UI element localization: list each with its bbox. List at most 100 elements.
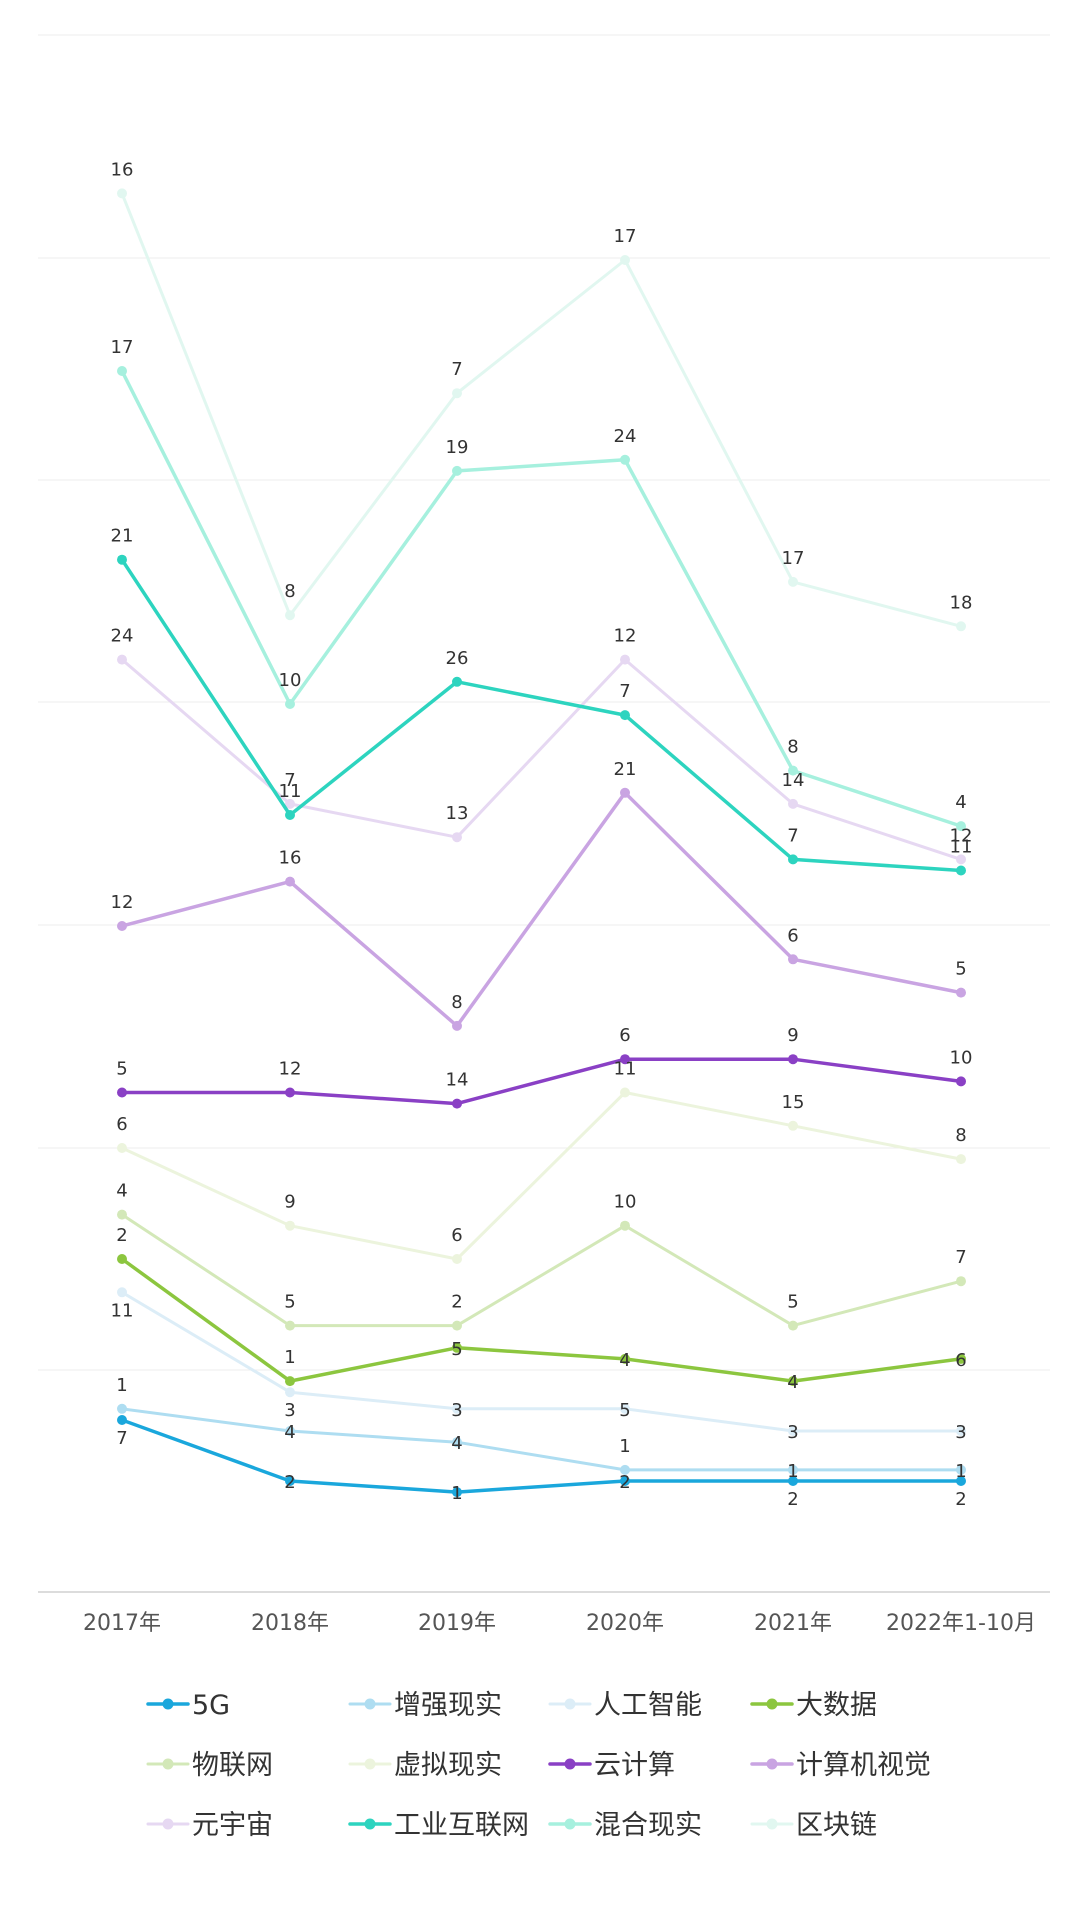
data-label: 19	[446, 437, 469, 458]
data-label: 8	[284, 581, 295, 602]
data-label: 14	[446, 1070, 469, 1091]
data-point	[956, 1476, 966, 1486]
data-label: 7	[116, 1428, 127, 1449]
data-point	[117, 1087, 127, 1098]
legend-label: 增强现实	[394, 1690, 502, 1721]
series-line	[120, 1213, 963, 1328]
data-point	[285, 1476, 295, 1486]
data-label: 17	[782, 548, 805, 569]
legend-marker	[162, 1758, 174, 1770]
series-line	[120, 557, 963, 873]
series-line	[120, 791, 963, 1028]
series-line	[120, 1290, 963, 1433]
data-label: 8	[787, 737, 798, 758]
data-label: 2	[955, 1489, 966, 1510]
data-label: 7	[619, 681, 630, 702]
data-point	[620, 1403, 630, 1414]
data-label: 17	[614, 226, 637, 247]
data-label: 6	[787, 925, 798, 946]
data-point	[452, 1437, 462, 1448]
data-point	[620, 454, 630, 465]
data-label: 6	[116, 1114, 127, 1135]
data-label: 12	[614, 626, 637, 647]
x-tick-label: 2018年	[251, 1611, 329, 1636]
data-label: 6	[619, 1025, 630, 1046]
legend-label: 元宇宙	[192, 1810, 273, 1841]
legend-item[interactable]: 虚拟现实	[348, 1750, 502, 1781]
data-point	[788, 954, 798, 965]
data-label: 5	[116, 1059, 127, 1080]
data-label: 11	[614, 1059, 637, 1080]
data-point	[956, 621, 966, 632]
legend-marker	[564, 1818, 576, 1830]
legend-item[interactable]: 云计算	[548, 1750, 675, 1781]
data-point	[788, 765, 798, 776]
data-label: 4	[619, 1350, 630, 1371]
data-label: 1	[451, 1483, 462, 1504]
legend-item[interactable]: 工业互联网	[348, 1810, 529, 1841]
data-point	[117, 1403, 127, 1414]
legend-item[interactable]: 混合现实	[548, 1810, 702, 1841]
data-point	[788, 1476, 798, 1486]
data-point	[452, 1254, 462, 1264]
gridlines	[38, 34, 1050, 1371]
data-label: 11	[111, 1300, 134, 1321]
data-label: 10	[950, 1047, 973, 1068]
data-label: 4	[955, 792, 966, 813]
legend-item[interactable]: 物联网	[146, 1750, 273, 1781]
data-point	[620, 654, 630, 665]
data-label: 11	[279, 781, 302, 802]
data-label: 15	[782, 1092, 805, 1113]
data-label: 5	[451, 1339, 462, 1360]
data-label: 5	[787, 1292, 798, 1313]
legend-marker	[162, 1698, 174, 1710]
data-point	[285, 699, 295, 709]
data-point	[788, 1426, 798, 1436]
legend-item[interactable]: 5G	[146, 1690, 230, 1721]
legend-label: 区块链	[796, 1810, 877, 1841]
legend-item[interactable]: 人工智能	[548, 1690, 702, 1721]
legend-item[interactable]: 计算机视觉	[750, 1750, 931, 1781]
legend-label: 人工智能	[594, 1690, 702, 1721]
legend-marker	[564, 1758, 576, 1770]
x-axis: 2017年 2018年 2019年 2020年 2021年 2022年1-10月	[38, 1591, 1050, 1636]
x-tick-label: 2017年	[83, 1611, 161, 1636]
data-label: 7	[284, 770, 295, 791]
data-point	[285, 876, 295, 887]
data-label: 3	[955, 1422, 966, 1443]
data-label: 1	[787, 1461, 798, 1482]
series-line	[120, 1407, 963, 1472]
data-point	[285, 1426, 295, 1436]
data-label: 7	[787, 825, 798, 846]
data-point	[956, 1154, 966, 1165]
legend-item[interactable]: 大数据	[750, 1690, 877, 1721]
legend-item[interactable]: 元宇宙	[146, 1810, 273, 1841]
data-point	[285, 1376, 295, 1387]
series-line	[120, 369, 963, 828]
data-point	[620, 1464, 630, 1475]
data-point	[117, 554, 127, 565]
data-point	[452, 676, 462, 687]
legend-item[interactable]: 增强现实	[348, 1690, 502, 1721]
data-label: 2	[451, 1292, 462, 1313]
legend-marker	[766, 1818, 778, 1830]
data-point	[788, 798, 798, 809]
data-label: 6	[451, 1225, 462, 1246]
legend-item[interactable]: 区块链	[750, 1810, 877, 1841]
data-point	[956, 987, 966, 998]
data-label: 24	[111, 626, 134, 647]
data-label: 2	[284, 1472, 295, 1493]
data-label: 1	[955, 1461, 966, 1482]
legend-label: 物联网	[192, 1750, 273, 1781]
data-label: 5	[955, 959, 966, 980]
data-label: 12	[279, 1059, 302, 1080]
data-point	[956, 865, 966, 876]
x-tick-label: 2019年	[418, 1611, 496, 1636]
data-label: 10	[614, 1192, 637, 1213]
data-label: 9	[787, 1025, 798, 1046]
data-point	[620, 1087, 630, 1098]
series-line	[120, 191, 963, 628]
